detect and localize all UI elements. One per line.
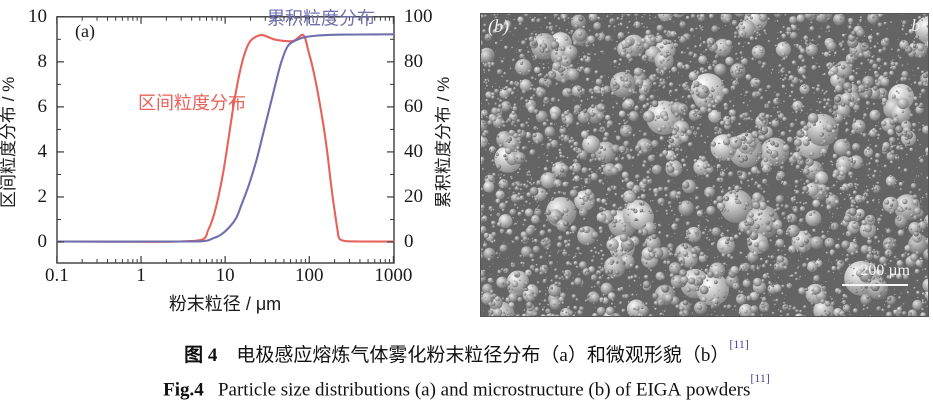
svg-text:80: 80	[404, 51, 423, 72]
svg-text:累积粒度分布: 累积粒度分布	[267, 9, 375, 29]
svg-text:10: 10	[28, 6, 47, 27]
svg-text:1000: 1000	[374, 265, 412, 286]
svg-text:(a): (a)	[75, 21, 95, 42]
svg-text:0: 0	[404, 231, 414, 252]
svg-text:20: 20	[404, 186, 423, 207]
svg-text:100: 100	[404, 6, 433, 27]
svg-text:区间粒度分布: 区间粒度分布	[138, 93, 246, 113]
svg-text:60: 60	[404, 96, 423, 117]
svg-text:10: 10	[216, 265, 235, 286]
svg-text:2: 2	[38, 186, 48, 207]
svg-text:1: 1	[136, 265, 146, 286]
svg-text:6: 6	[38, 96, 48, 117]
svg-text:100: 100	[295, 265, 324, 286]
svg-text:0.1: 0.1	[45, 265, 69, 286]
svg-text:0: 0	[38, 231, 48, 252]
svg-text:40: 40	[404, 141, 423, 162]
svg-text:8: 8	[38, 51, 48, 72]
svg-text:粉末粒径 / μm: 粉末粒径 / μm	[169, 294, 281, 314]
svg-text:4: 4	[38, 141, 48, 162]
